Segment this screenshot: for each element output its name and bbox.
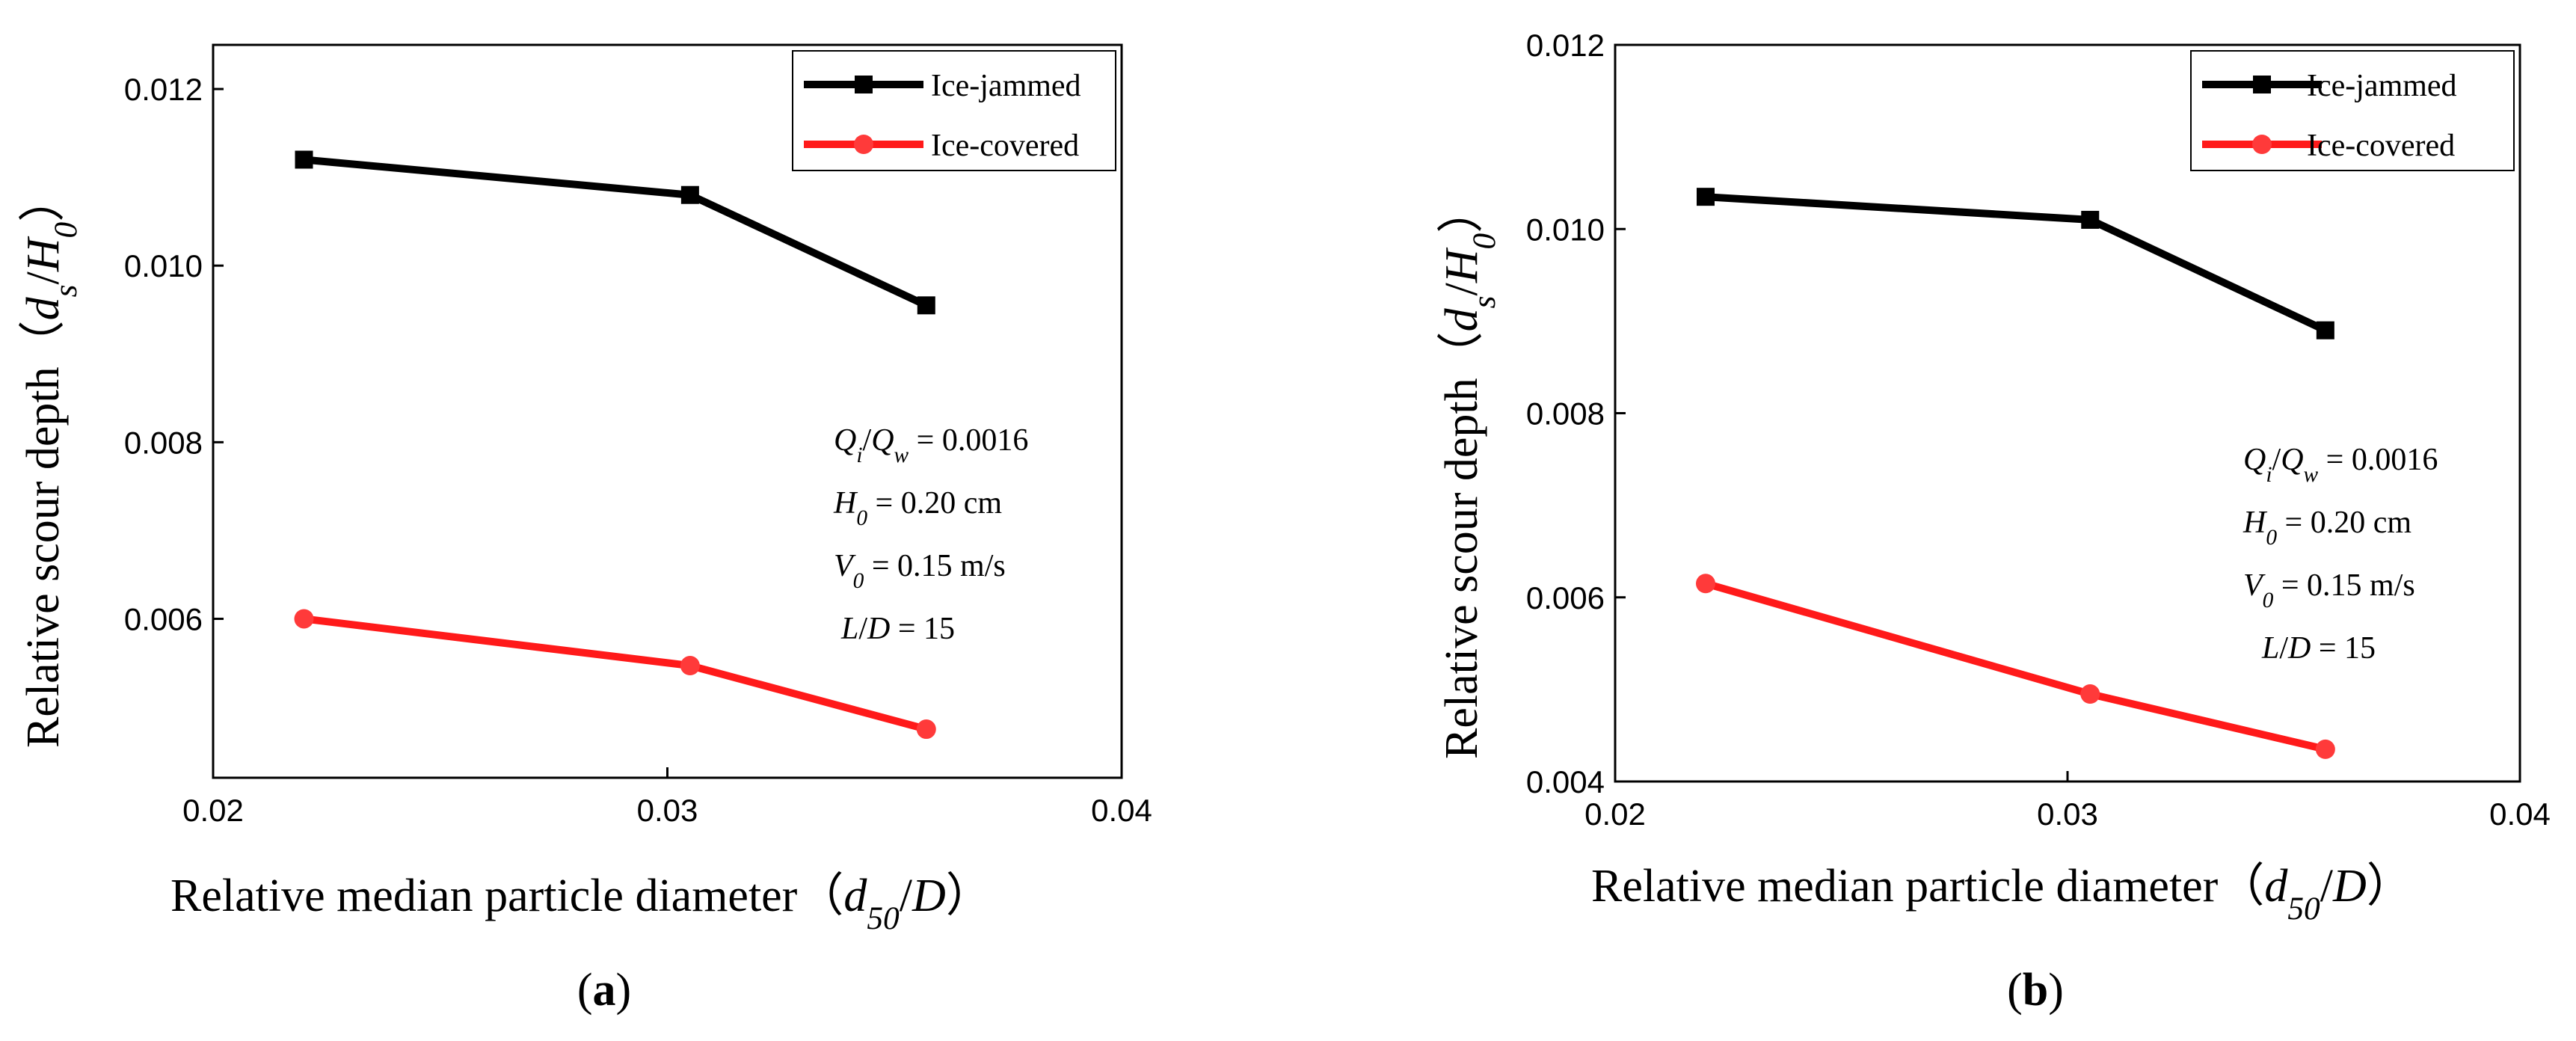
- panel-a-label: (a): [577, 965, 631, 1016]
- panel-a-y-ticks: 0.006 0.008 0.010 0.012: [124, 72, 224, 636]
- panel-a-annotation-length-ratio: L/D = 15: [840, 612, 955, 646]
- panel-a-annotation-flow-ratio: Qi/Qw = 0.0016: [834, 423, 1028, 467]
- panel-b-y-tick-label: 0.006: [1526, 580, 1605, 615]
- panel-a-y-tick-label: 0.006: [124, 601, 203, 636]
- panel-a-legend-marker-ice-jammed: [855, 76, 873, 93]
- panel-b-series: [1696, 188, 2335, 759]
- panel-a: 0.02 0.03 0.04 0.006 0.008 0.010 0.012 Ice-ja…: [18, 43, 1152, 1016]
- panel-a-y-axis-label: Relative scour depth（ds/H0）: [18, 176, 84, 748]
- panel-b-legend-label-ice-covered: Ice-covered: [2307, 129, 2455, 163]
- panel-b-series-line-ice-jammed: [1705, 193, 2327, 334]
- panel-a-y-tick-label: 0.010: [124, 248, 203, 283]
- panel-b-annotation-flow-ratio: Qi/Qw = 0.0016: [2243, 443, 2438, 487]
- panel-b-x-tick-label: 0.02: [1584, 796, 1646, 832]
- panel-a-x-tick-label: 0.04: [1091, 793, 1152, 828]
- panel-b-y-tick-label: 0.004: [1526, 764, 1605, 799]
- panel-a-point-ice-covered: [916, 719, 936, 740]
- panel-b-legend-marker-ice-covered: [2252, 135, 2272, 154]
- panel-a-y-tick-label: 0.012: [124, 72, 203, 107]
- panel-a-series-line-ice-jammed: [304, 156, 928, 309]
- panel-a-annotation-water-depth: H0 = 0.20 cm: [833, 486, 1002, 530]
- panel-a-annotations: Qi/Qw = 0.0016 H0 = 0.20 cm V0 = 0.15 m/…: [833, 423, 1028, 646]
- panel-a-y-tick-label: 0.008: [124, 425, 203, 460]
- panel-b-annotation-water-depth: H0 = 0.20 cm: [2243, 506, 2411, 550]
- panel-a-point-ice-jammed: [295, 150, 313, 169]
- panel-a-legend-label-ice-covered: Ice-covered: [931, 129, 1079, 163]
- panel-a-point-ice-covered: [294, 609, 314, 629]
- panel-b: 0.02 0.03 0.04 0.004 0.006 0.008 0.010 0.012 I…: [1436, 28, 2551, 1016]
- panel-b-legend-marker-ice-jammed: [2253, 76, 2271, 93]
- panel-b-point-ice-jammed: [2081, 210, 2100, 229]
- panel-b-x-tick-label: 0.04: [2489, 796, 2551, 832]
- panel-b-series-line-ice-covered: [1704, 580, 2326, 753]
- panel-a-legend-marker-ice-covered: [854, 135, 873, 154]
- panel-b-y-ticks: 0.004 0.006 0.008 0.010 0.012: [1526, 28, 1626, 799]
- panel-b-x-axis-label: Relative median particle diameter（d50/D）: [1591, 861, 2413, 927]
- panel-b-y-tick-label: 0.012: [1526, 28, 1605, 63]
- panel-a-legend-box: [792, 50, 1116, 171]
- panel-a-x-tick-label: 0.03: [637, 793, 698, 828]
- panel-a-legend-label-ice-jammed: Ice-jammed: [931, 69, 1081, 103]
- panel-a-series: [294, 150, 936, 740]
- panel-a-point-ice-jammed: [680, 185, 699, 204]
- panel-b-point-ice-covered: [1696, 574, 1715, 594]
- panel-a-annotation-velocity: V0 = 0.15 m/s: [834, 549, 1006, 593]
- panel-b-point-ice-jammed: [1697, 188, 1715, 206]
- panel-b-y-tick-label: 0.010: [1526, 212, 1605, 247]
- panel-b-x-tick-label: 0.03: [2037, 796, 2098, 832]
- panel-a-x-ticks: 0.02 0.03 0.04: [182, 767, 1152, 828]
- panel-b-annotation-velocity: V0 = 0.15 m/s: [2243, 568, 2415, 612]
- panel-b-legend-label-ice-jammed: Ice-jammed: [2307, 69, 2457, 103]
- panel-b-point-ice-covered: [2080, 684, 2100, 704]
- panel-b-legend-box: [2190, 50, 2515, 171]
- panel-b-legend: Ice-jammed Ice-covered: [2190, 50, 2515, 171]
- panel-a-x-tick-label: 0.02: [182, 793, 244, 828]
- panel-b-label: (b): [2007, 965, 2064, 1016]
- panel-b-point-ice-covered: [2315, 739, 2335, 759]
- panel-b-point-ice-jammed: [2316, 321, 2334, 340]
- panel-b-y-tick-label: 0.008: [1526, 396, 1605, 432]
- panel-a-legend: Ice-jammed Ice-covered: [792, 50, 1116, 171]
- panel-b-x-ticks: 0.02 0.03 0.04: [1584, 771, 2551, 832]
- panel-a-series-line-ice-covered: [303, 615, 928, 733]
- panel-b-annotation-length-ratio: L/D = 15: [2261, 631, 2376, 666]
- panel-a-point-ice-covered: [680, 656, 700, 676]
- panel-a-point-ice-jammed: [917, 296, 935, 315]
- panel-a-x-axis-label: Relative median particle diameter（d50/D）: [170, 870, 992, 936]
- panel-b-annotations: Qi/Qw = 0.0016 H0 = 0.20 cm V0 = 0.15 m/…: [2243, 443, 2438, 666]
- panel-b-y-axis-label: Relative scour depth（ds/H0）: [1436, 187, 1502, 759]
